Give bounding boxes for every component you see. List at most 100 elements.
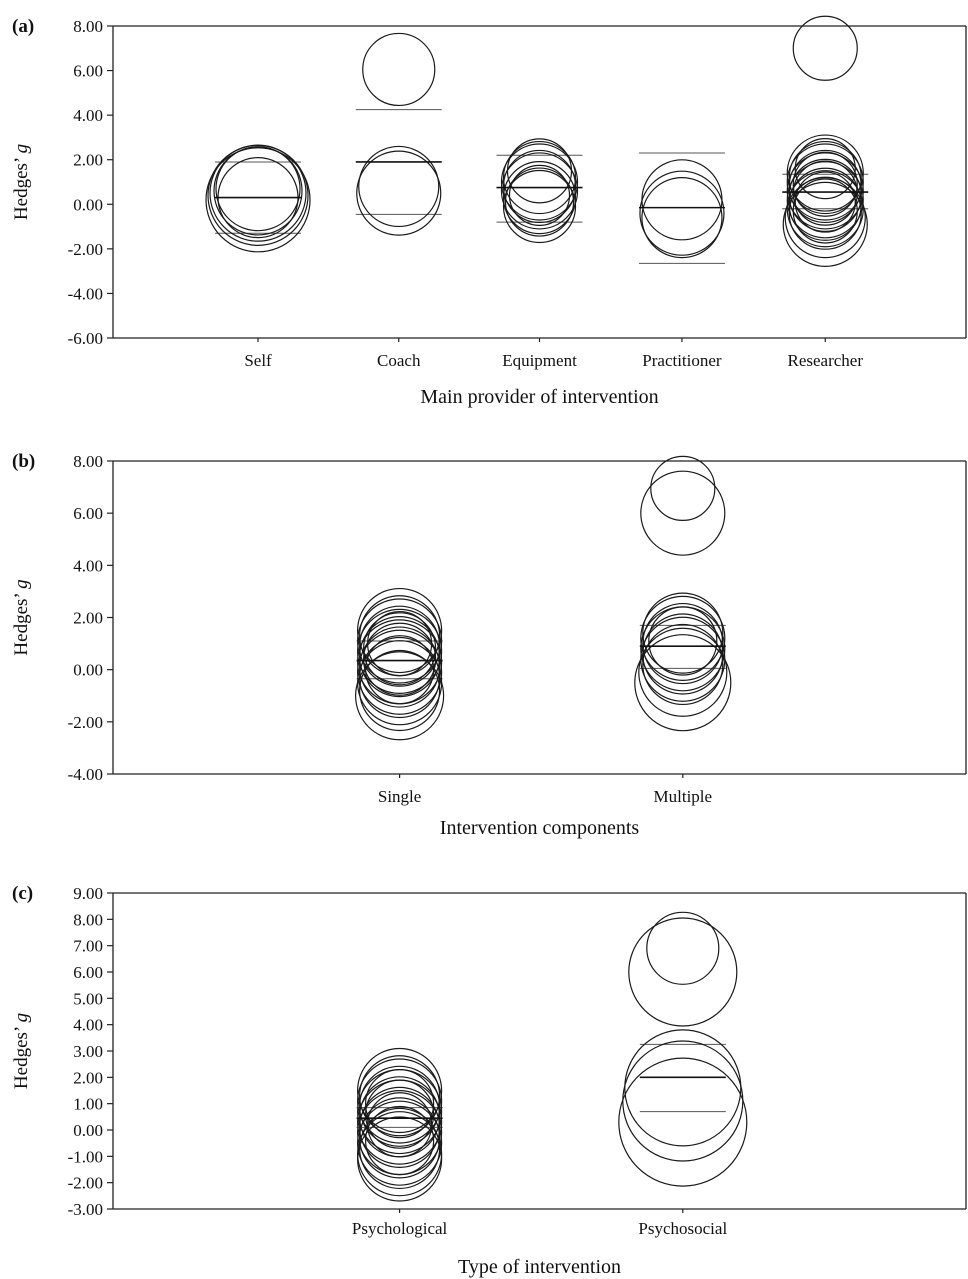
effect-size-bubble xyxy=(365,1079,435,1149)
y-tick-label: -3.00 xyxy=(68,1200,103,1219)
effect-size-bubble xyxy=(500,143,579,221)
effect-size-bubble xyxy=(642,613,724,695)
y-tick-label: -4.00 xyxy=(68,765,103,784)
effect-size-bubble xyxy=(357,629,443,715)
y-tick-label: 5.00 xyxy=(73,989,103,1008)
x-axis-label: Main provider of intervention xyxy=(420,386,658,408)
effect-size-bubble xyxy=(358,145,440,228)
effect-size-bubble xyxy=(359,616,441,698)
y-axis-label-text: Hedges’ xyxy=(11,1022,32,1089)
y-tick-label: 2.00 xyxy=(73,151,103,170)
x-axis-label: Intervention components xyxy=(440,817,640,839)
effect-size-bubble xyxy=(215,146,301,232)
effect-size-bubble xyxy=(506,138,573,204)
x-axis-label: Type of intervention xyxy=(458,1256,621,1278)
y-axis-label: Hedges’ g xyxy=(11,1013,32,1089)
y-tick-label: 6.00 xyxy=(73,963,103,982)
effect-size-bubble xyxy=(504,167,575,237)
y-tick-label: 9.00 xyxy=(73,884,103,903)
effect-size-bubble xyxy=(357,598,443,684)
y-tick-label: -6.00 xyxy=(68,329,103,348)
y-tick-label: 8.00 xyxy=(73,452,103,471)
effect-size-bubble xyxy=(786,170,864,248)
effect-size-bubble xyxy=(502,149,577,224)
effect-size-bubble xyxy=(357,587,443,674)
effect-size-bubble xyxy=(640,470,726,556)
y-axis-label-italic: g xyxy=(11,144,32,154)
effect-size-bubble xyxy=(357,1116,443,1202)
y-tick-label: 3.00 xyxy=(73,1042,103,1061)
effect-size-bubble xyxy=(502,161,577,235)
effect-size-bubble xyxy=(646,911,720,985)
effect-size-bubble xyxy=(356,150,442,236)
effect-size-bubble xyxy=(508,164,571,226)
x-tick-label: Single xyxy=(378,787,421,806)
effect-size-bubble xyxy=(782,181,868,267)
effect-size-bubble xyxy=(359,649,441,732)
effect-size-bubble xyxy=(209,144,307,242)
effect-size-bubble xyxy=(359,1097,441,1179)
effect-size-bubble xyxy=(628,917,738,1027)
effect-size-bubble xyxy=(642,623,724,706)
effect-size-bubble xyxy=(365,635,435,705)
effect-size-bubble xyxy=(794,138,856,200)
effect-size-bubble xyxy=(624,1029,742,1147)
effect-size-bubble xyxy=(359,626,441,708)
x-tick-label: Practitioner xyxy=(642,351,722,370)
y-axis-label-text: Hedges’ xyxy=(11,589,32,656)
effect-size-bubble xyxy=(792,160,858,226)
effect-size-bubble xyxy=(365,1069,435,1139)
y-tick-label: 4.00 xyxy=(73,1016,103,1035)
effect-size-bubble xyxy=(622,1040,744,1162)
effect-size-bubble xyxy=(359,1055,441,1137)
y-tick-label: -4.00 xyxy=(68,284,103,303)
effect-size-bubble xyxy=(640,606,726,692)
effect-size-bubble xyxy=(359,1065,441,1147)
effect-size-bubble xyxy=(357,1100,443,1186)
y-tick-label: 0.00 xyxy=(73,195,103,214)
y-axis-label-italic: g xyxy=(11,579,32,589)
panel-label: (a) xyxy=(12,16,34,37)
effect-size-bubble xyxy=(357,608,443,695)
effect-size-bubble xyxy=(641,159,723,241)
y-axis-label: Hedges’ g xyxy=(11,579,32,655)
effect-size-bubble xyxy=(784,177,866,259)
y-tick-label: -2.00 xyxy=(68,713,103,732)
effect-size-bubble xyxy=(640,616,726,702)
y-tick-label: 0.00 xyxy=(73,661,103,680)
effect-size-bubble xyxy=(359,1107,441,1190)
effect-size-bubble xyxy=(363,622,437,696)
x-tick-label: Multiple xyxy=(654,787,713,806)
y-tick-label: -2.00 xyxy=(68,240,103,259)
y-tick-label: 8.00 xyxy=(73,910,103,929)
y-axis-label-italic: g xyxy=(11,1013,32,1023)
effect-size-bubble xyxy=(786,161,864,239)
y-axis-label: Hedges’ g xyxy=(11,144,32,220)
effect-size-bubble xyxy=(359,605,441,687)
y-tick-label: 8.00 xyxy=(73,17,103,36)
y-tick-label: 4.00 xyxy=(73,556,103,575)
effect-size-bubble xyxy=(367,610,433,677)
effect-size-bubble xyxy=(792,178,858,244)
panel-label: (c) xyxy=(12,883,33,904)
effect-size-bubble xyxy=(500,152,579,230)
effect-size-bubble xyxy=(367,1092,433,1158)
effect-size-bubble xyxy=(794,171,856,233)
effect-size-bubble xyxy=(786,134,864,212)
effect-size-bubble xyxy=(792,15,858,81)
effect-size-bubble xyxy=(634,634,732,732)
y-tick-label: 2.00 xyxy=(73,609,103,628)
y-tick-label: 2.00 xyxy=(73,1068,103,1087)
x-tick-label: Psychological xyxy=(352,1219,448,1238)
effect-size-bubble xyxy=(638,627,728,717)
y-tick-label: -2.00 xyxy=(68,1174,103,1193)
y-tick-label: 0.00 xyxy=(73,1121,103,1140)
effect-size-bubble xyxy=(359,1086,441,1168)
effect-size-bubble xyxy=(792,151,858,217)
effect-size-bubble xyxy=(639,170,725,256)
effect-size-bubble xyxy=(640,595,726,681)
effect-size-bubble xyxy=(786,152,864,230)
effect-size-bubble xyxy=(363,612,437,686)
y-axis-label-text: Hedges’ xyxy=(11,153,32,220)
x-tick-label: Self xyxy=(244,351,272,370)
